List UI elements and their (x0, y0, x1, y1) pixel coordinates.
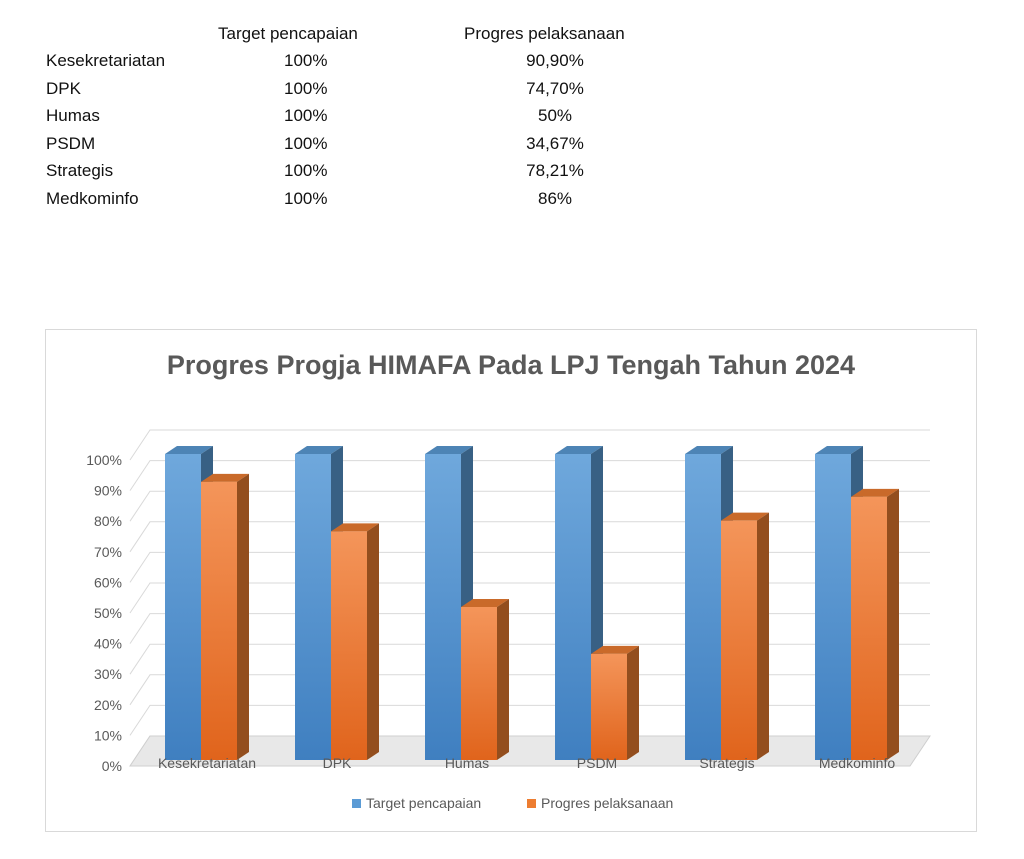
table-header-row: Target pencapaian Progres pelaksanaan (46, 20, 646, 48)
table-row: DPK 100% 74,70% (46, 75, 646, 103)
table-row: Humas 100% 50% (46, 103, 646, 131)
gridline (129, 429, 930, 461)
chart-title: Progres Progja HIMAFA Pada LPJ Tengah Ta… (167, 350, 855, 380)
table-cell: 34,67% (526, 133, 584, 153)
x-tick-label: Kesekretariatan (158, 755, 256, 771)
legend-swatch (352, 799, 361, 808)
legend: Target pencapaian Progres pelaksanaan (352, 795, 673, 811)
table-cell: 100% (284, 106, 328, 126)
table-cell: 78,21% (526, 161, 584, 181)
legend-label: Target pencapaian (366, 795, 481, 811)
table-header-cell: Target pencapaian (218, 23, 358, 43)
bar-progress (461, 599, 509, 760)
gridline (129, 521, 930, 553)
bar-chart: Progres Progja HIMAFA Pada LPJ Tengah Ta… (86, 350, 931, 811)
table-cell: 90,90% (526, 51, 584, 71)
table-cell: 100% (284, 133, 328, 153)
y-tick-label: 20% (94, 697, 122, 713)
y-tick-label: 100% (86, 452, 122, 468)
bar-progress (721, 512, 769, 760)
table-row: Kesekretariatan 100% 90,90% (46, 48, 646, 76)
bar-progress (201, 473, 249, 760)
table-cell: 86% (537, 188, 573, 208)
table-row: PSDM 100% 34,67% (46, 130, 646, 158)
bars (165, 446, 899, 760)
table-cell: 100% (284, 51, 328, 71)
y-tick-label: 50% (94, 605, 122, 621)
y-tick-label: 40% (94, 636, 122, 652)
x-tick-label: DPK (323, 755, 352, 771)
table-cell: 100% (284, 188, 328, 208)
data-table: Target pencapaian Progres pelaksanaan Ke… (46, 20, 646, 213)
y-tick-label: 80% (94, 513, 122, 529)
table-cell: 100% (284, 161, 328, 181)
table-row: Strategis 100% 78,21% (46, 158, 646, 186)
gridline (129, 551, 930, 583)
gridline (129, 490, 930, 522)
table-cell: PSDM (46, 133, 96, 153)
table-row: Medkominfo 100% 86% (46, 185, 646, 213)
table-cell: Strategis (46, 161, 114, 181)
y-tick-label: 30% (94, 666, 122, 682)
gridline (129, 643, 930, 675)
table-cell: 100% (284, 78, 328, 98)
legend-swatch (527, 799, 536, 808)
gridlines (129, 429, 930, 767)
bar-progress (851, 488, 899, 760)
x-tick-label: PSDM (577, 755, 617, 771)
gridline (129, 674, 930, 706)
bar-progress (591, 645, 639, 760)
table-cell: Kesekretariatan (46, 51, 166, 71)
y-tick-label: 0% (102, 758, 122, 774)
y-tick-label: 60% (94, 574, 122, 590)
gridline (129, 582, 930, 614)
x-tick-label: Humas (445, 755, 489, 771)
y-axis: 0% 10% 20% 30% 40% 50% 60% 70% 80% 90% 100% (86, 452, 122, 774)
table-cell: Humas (46, 106, 100, 126)
x-tick-label: Medkominfo (819, 755, 895, 771)
gridline (129, 460, 930, 491)
y-tick-label: 10% (94, 727, 122, 743)
table-cell: DPK (46, 78, 81, 98)
x-tick-label: Strategis (699, 755, 754, 771)
y-tick-label: 70% (94, 544, 122, 560)
gridline (129, 704, 930, 736)
chart-area: Progres Progja HIMAFA Pada LPJ Tengah Ta… (45, 329, 977, 832)
bar-progress (331, 523, 379, 760)
x-axis: Kesekretariatan DPK Humas PSDM Strategis Medk… (158, 755, 895, 771)
table-cell: 50% (537, 106, 573, 126)
table-header-cell: Progres pelaksanaan (464, 23, 625, 43)
gridline (129, 613, 930, 644)
table-cell: 74,70% (526, 78, 584, 98)
y-tick-label: 90% (94, 483, 122, 499)
legend-label: Progres pelaksanaan (541, 795, 673, 811)
table-cell: Medkominfo (46, 188, 139, 208)
table-header-cell (46, 20, 218, 48)
